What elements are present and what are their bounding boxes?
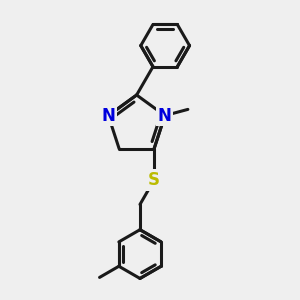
Text: N: N: [158, 106, 172, 124]
Text: S: S: [148, 171, 160, 189]
Text: N: N: [101, 106, 115, 124]
